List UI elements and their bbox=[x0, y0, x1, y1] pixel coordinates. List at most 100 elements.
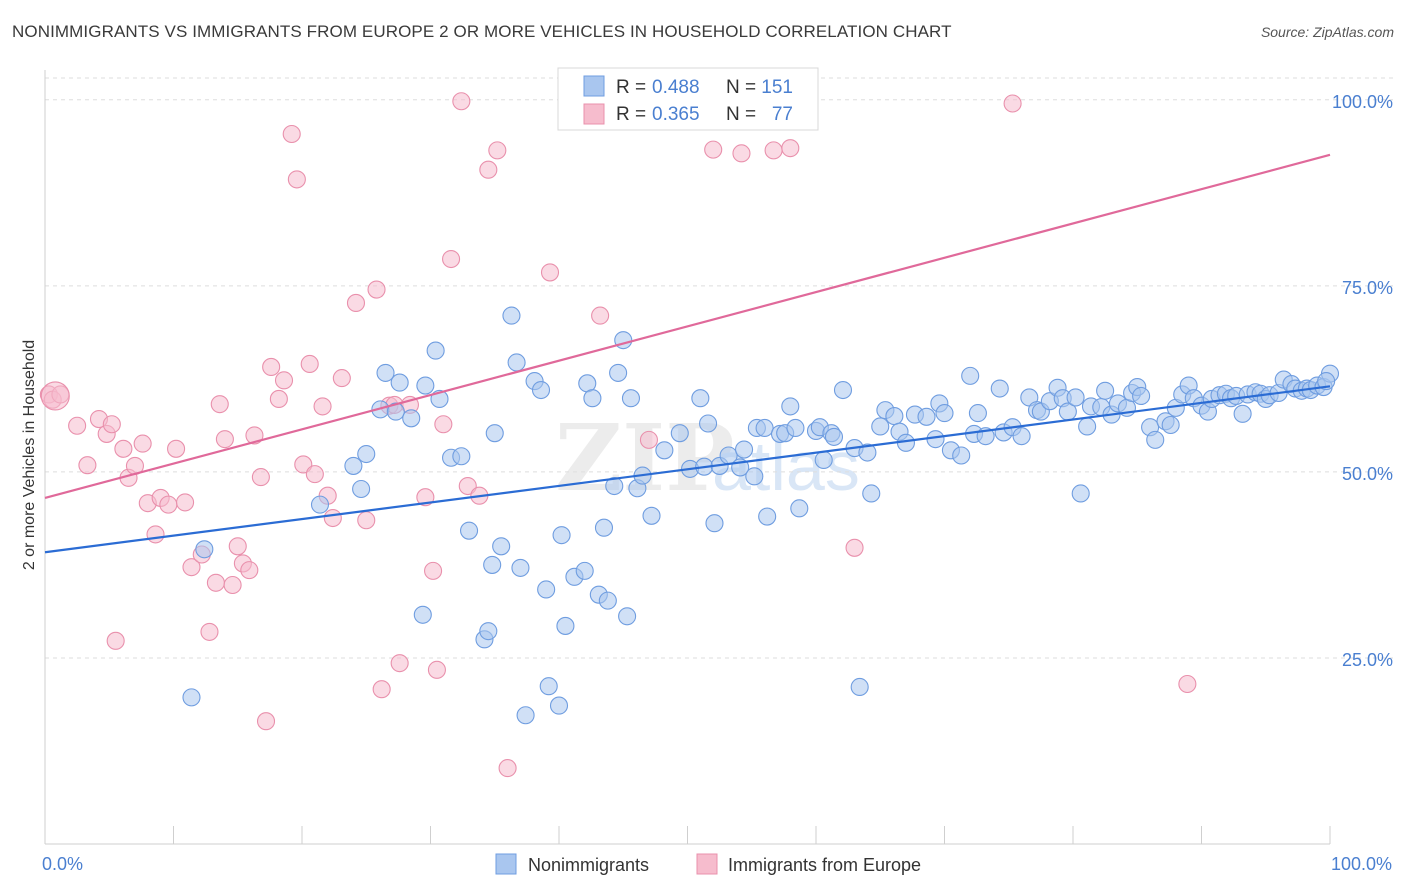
scatter-point bbox=[531, 380, 551, 400]
scatter-point bbox=[609, 363, 628, 382]
legend-swatch-blue bbox=[583, 75, 605, 97]
scatter-point bbox=[195, 540, 214, 559]
scatter-point bbox=[583, 389, 602, 408]
scatter-point bbox=[228, 537, 247, 556]
scatter-point bbox=[1012, 427, 1031, 446]
series-nonimmigrants-points bbox=[182, 306, 1340, 725]
scatter-point bbox=[670, 424, 689, 443]
scatter-point bbox=[427, 660, 446, 679]
scatter-point bbox=[781, 139, 800, 158]
scatter-point bbox=[346, 293, 366, 312]
scatter-point bbox=[294, 455, 313, 474]
scatter-point bbox=[251, 468, 270, 487]
scatter-point bbox=[426, 341, 445, 360]
scatter-point bbox=[483, 555, 502, 574]
scatter-point bbox=[357, 511, 376, 530]
scatter-point bbox=[655, 441, 674, 460]
scatter-point bbox=[245, 426, 264, 445]
y-axis-label: 2 or more Vehicles in Household bbox=[21, 340, 38, 570]
scatter-point bbox=[424, 561, 443, 580]
scatter-point bbox=[159, 495, 178, 514]
scatter-point bbox=[256, 712, 276, 731]
scatter-point bbox=[926, 430, 945, 449]
scatter-point bbox=[1132, 386, 1151, 406]
source-label: Source: ZipAtlas.com bbox=[1260, 24, 1394, 40]
scatter-point bbox=[549, 696, 569, 715]
legend-nonimmigrants-swatch bbox=[495, 853, 517, 875]
scatter-point bbox=[269, 389, 288, 409]
stats-legend: R = 0.488 N = 151 R = 0.365 N = 77 bbox=[557, 67, 819, 131]
scatter-point bbox=[990, 379, 1009, 398]
scatter-point bbox=[332, 369, 351, 388]
scatter-point bbox=[885, 407, 904, 426]
scatter-point bbox=[758, 507, 777, 526]
scatter-point bbox=[824, 427, 844, 446]
scatter-point bbox=[452, 447, 471, 466]
scatter-point bbox=[575, 561, 594, 580]
scatter-point bbox=[734, 440, 754, 459]
scatter-point bbox=[556, 616, 575, 635]
scatter-point bbox=[434, 415, 453, 434]
scatter-point bbox=[1146, 430, 1165, 449]
scatter-point bbox=[300, 354, 319, 374]
scatter-point bbox=[790, 499, 809, 518]
chart-title: NONIMMIGRANTS VS IMMIGRANTS FROM EUROPE … bbox=[12, 22, 952, 41]
scatter-point bbox=[850, 677, 869, 697]
scatter-point bbox=[240, 561, 259, 580]
scatter-point bbox=[372, 680, 391, 699]
scatter-point bbox=[313, 397, 332, 416]
scatter-point bbox=[485, 424, 504, 443]
legend-immigrants-label: Immigrants from Europe bbox=[728, 855, 921, 875]
legend-r-value-2: 0.365 bbox=[652, 104, 700, 125]
scatter-point bbox=[552, 526, 571, 545]
scatter-point bbox=[781, 397, 800, 416]
y-tick-label: 50.0% bbox=[1342, 464, 1393, 484]
scatter-point bbox=[833, 380, 853, 400]
legend-immigrants-swatch bbox=[696, 853, 718, 875]
legend-r-value-1: 0.488 bbox=[652, 77, 700, 98]
scatter-point bbox=[416, 488, 435, 507]
scatter-point bbox=[871, 417, 890, 436]
scatter-point bbox=[376, 363, 395, 382]
scatter-point bbox=[390, 373, 409, 392]
scatter-point bbox=[133, 434, 152, 453]
scatter-point bbox=[537, 580, 556, 599]
scatter-point bbox=[442, 249, 461, 269]
scatter-point bbox=[1096, 381, 1115, 400]
x-tick-label-min: 0.0% bbox=[42, 854, 83, 874]
scatter-point bbox=[1317, 372, 1336, 391]
scatter-point bbox=[745, 467, 764, 486]
scatter-point bbox=[1178, 674, 1197, 694]
scatter-point bbox=[917, 407, 936, 426]
scatter-point bbox=[1161, 415, 1180, 435]
scatter-point bbox=[621, 389, 641, 408]
scatter-point bbox=[507, 353, 526, 372]
scatter-point bbox=[591, 306, 610, 325]
scatter-point bbox=[1003, 94, 1022, 113]
scatter-point bbox=[961, 366, 980, 385]
y-tick-label: 100.0% bbox=[1332, 92, 1393, 112]
scatter-point bbox=[357, 444, 376, 464]
scatter-point bbox=[367, 280, 386, 299]
scatter-point bbox=[1078, 417, 1097, 436]
scatter-point bbox=[862, 484, 881, 503]
scatter-point bbox=[516, 706, 535, 725]
scatter-point bbox=[594, 518, 614, 537]
scatter-point bbox=[814, 450, 833, 470]
scatter-point bbox=[182, 688, 201, 707]
scatter-point bbox=[1071, 484, 1090, 503]
legend-r-label-2: R = bbox=[616, 104, 646, 125]
scatter-point bbox=[68, 416, 87, 435]
scatter-point bbox=[305, 465, 324, 484]
scatter-point bbox=[488, 141, 507, 160]
scatter-point bbox=[1233, 404, 1252, 423]
scatter-point bbox=[146, 525, 165, 544]
scatter-point-large bbox=[40, 381, 70, 411]
scatter-point bbox=[691, 389, 710, 408]
scatter-point bbox=[935, 404, 954, 423]
legend-n-value-1: 151 bbox=[761, 77, 793, 98]
scatter-point bbox=[786, 418, 805, 438]
series-legend: Nonimmigrants Immigrants from Europe bbox=[495, 853, 921, 875]
scatter-point bbox=[114, 439, 133, 458]
scatter-point bbox=[210, 395, 229, 414]
